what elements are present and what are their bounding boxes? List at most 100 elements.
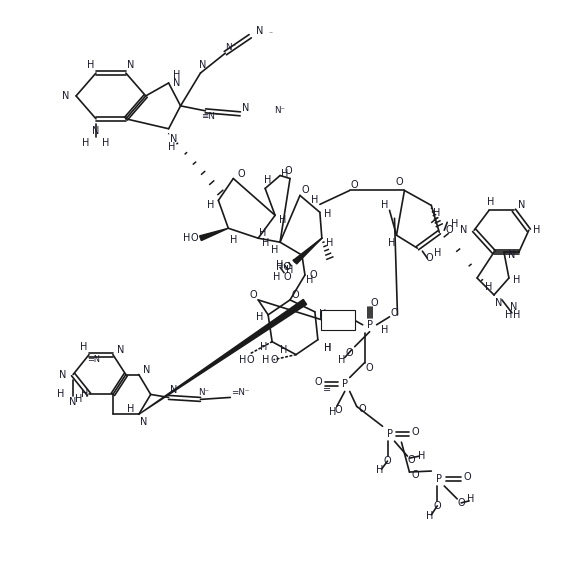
Text: O: O <box>270 355 278 365</box>
Text: H: H <box>488 197 495 208</box>
Text: O: O <box>351 181 359 191</box>
Text: H: H <box>324 343 332 353</box>
Text: O: O <box>346 348 353 358</box>
Text: ≡N⁻: ≡N⁻ <box>201 112 220 121</box>
Text: N: N <box>140 417 148 427</box>
Text: N⁻: N⁻ <box>225 43 236 52</box>
Text: N: N <box>127 60 135 70</box>
Text: N: N <box>92 126 100 136</box>
Text: N: N <box>508 250 516 260</box>
Text: H: H <box>381 325 389 335</box>
Text: H: H <box>485 282 493 292</box>
Text: H: H <box>173 70 180 80</box>
Text: =N: =N <box>87 355 100 364</box>
Text: H: H <box>505 310 513 320</box>
Text: H: H <box>87 60 95 70</box>
Text: H: H <box>239 355 246 365</box>
Text: O: O <box>237 168 245 178</box>
Polygon shape <box>294 238 322 264</box>
Text: O: O <box>301 186 309 195</box>
Text: H: H <box>263 355 270 365</box>
Text: H: H <box>83 137 90 148</box>
Text: O: O <box>425 253 433 263</box>
Text: H: H <box>260 228 267 238</box>
Text: H: H <box>388 238 395 248</box>
Text: H: H <box>306 275 314 285</box>
Text: O: O <box>384 456 391 466</box>
Text: O: O <box>309 270 316 280</box>
Text: H: H <box>102 137 110 148</box>
Text: H: H <box>319 309 326 319</box>
Text: H: H <box>274 272 281 282</box>
Text: ⁻: ⁻ <box>268 30 272 39</box>
Text: H: H <box>319 312 326 322</box>
Text: H: H <box>338 355 345 365</box>
Text: N: N <box>241 103 249 113</box>
Text: H: H <box>263 238 270 248</box>
Text: O: O <box>284 165 292 176</box>
Text: N: N <box>199 60 206 70</box>
Text: O: O <box>411 470 419 480</box>
Text: H: H <box>287 265 294 275</box>
Text: N: N <box>117 344 125 355</box>
Text: H: H <box>425 511 433 521</box>
Text: H: H <box>76 394 83 404</box>
Text: O: O <box>411 427 419 437</box>
Text: N: N <box>510 302 517 312</box>
Text: H: H <box>207 200 214 210</box>
Text: H: H <box>513 275 520 285</box>
Text: O: O <box>190 233 198 243</box>
Text: O: O <box>396 177 403 187</box>
Text: H: H <box>168 142 175 151</box>
Text: O: O <box>457 498 465 508</box>
Text: H: H <box>376 465 383 475</box>
Text: H: H <box>434 248 441 258</box>
Text: P: P <box>387 429 393 439</box>
Text: O: O <box>246 355 254 365</box>
Text: O: O <box>250 290 257 300</box>
Text: O: O <box>335 406 343 415</box>
Text: =N⁻: =N⁻ <box>231 388 250 397</box>
Polygon shape <box>139 300 306 415</box>
Text: N: N <box>143 365 151 375</box>
Text: H: H <box>280 215 287 226</box>
Text: N: N <box>63 91 70 101</box>
Text: H: H <box>280 344 288 355</box>
Text: H: H <box>127 404 135 415</box>
Text: H: H <box>324 343 332 353</box>
Text: H: H <box>432 208 440 218</box>
Text: H: H <box>183 233 190 243</box>
Text: P: P <box>342 379 347 389</box>
Text: P: P <box>367 320 373 330</box>
Text: N: N <box>59 370 67 380</box>
Text: H: H <box>264 176 272 186</box>
Text: H: H <box>81 389 88 399</box>
Text: N: N <box>170 385 178 396</box>
Text: N: N <box>69 397 77 407</box>
Text: H: H <box>418 451 425 461</box>
Text: N⁻: N⁻ <box>198 388 209 397</box>
Text: O: O <box>359 404 366 415</box>
Text: H: H <box>281 168 289 178</box>
Text: H: H <box>57 389 65 399</box>
Text: H: H <box>468 494 475 504</box>
Text: H: H <box>324 209 332 219</box>
Text: H: H <box>277 260 284 270</box>
Text: N: N <box>518 200 526 210</box>
Text: H: H <box>271 245 279 255</box>
Text: O: O <box>464 472 471 482</box>
Text: N: N <box>495 298 503 308</box>
Text: H: H <box>230 235 237 245</box>
Text: HO: HO <box>275 262 291 272</box>
Polygon shape <box>200 228 229 241</box>
Text: H: H <box>260 342 268 352</box>
Text: N: N <box>461 226 468 235</box>
Text: N: N <box>257 26 264 36</box>
Text: O: O <box>434 501 441 511</box>
Text: O: O <box>314 378 322 388</box>
Text: O: O <box>408 455 415 465</box>
Text: O: O <box>371 298 379 308</box>
Text: H: H <box>329 407 336 417</box>
Text: N: N <box>170 134 178 144</box>
Text: H: H <box>257 312 264 322</box>
